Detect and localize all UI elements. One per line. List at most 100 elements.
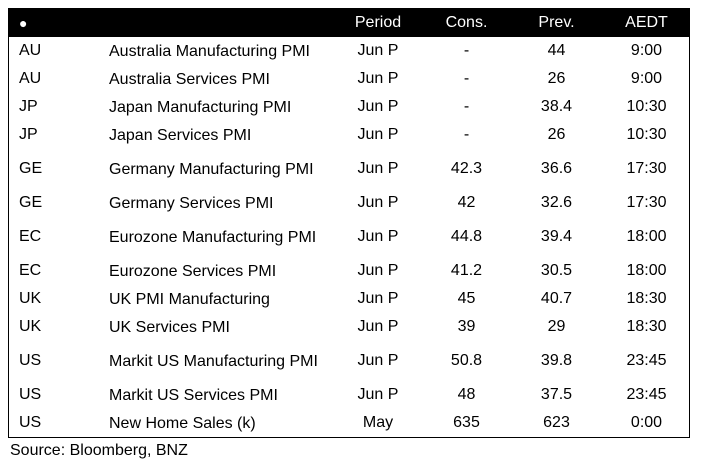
table-header: ● Period Cons. Prev. AEDT [9, 9, 689, 37]
period-cell: Jun P [339, 65, 417, 93]
previous-cell: 623 [514, 409, 599, 437]
time-aedt-cell: 10:30 [604, 93, 689, 121]
time-aedt-cell: 10:30 [604, 121, 689, 149]
period-cell: Jun P [339, 285, 417, 313]
time-aedt-cell-text: 10:30 [626, 98, 667, 115]
period-cell: May [339, 409, 417, 437]
time-aedt-cell: 18:00 [604, 257, 689, 285]
consensus-cell: 635 [424, 409, 509, 437]
table-row: AU Australia Services PMI Jun P - 26 9:00 [9, 65, 689, 93]
table-row: UK UK PMI Manufacturing Jun P 45 40.7 18:30 [9, 285, 689, 313]
table-row: US Markit US Manufacturing PMI Jun P 50.8 39… [9, 341, 689, 381]
country-cell-text: AU [19, 42, 42, 59]
time-aedt-cell: 23:45 [604, 341, 689, 381]
event-cell: UK Services PMI [109, 313, 339, 341]
country-cell-text: US [19, 414, 42, 431]
time-aedt-cell: 17:30 [604, 149, 689, 189]
time-aedt-cell-text: 17:30 [626, 160, 667, 177]
country-cell-text: GE [19, 194, 43, 211]
consensus-cell-text: 48 [457, 386, 476, 403]
consensus-cell: 50.8 [424, 341, 509, 381]
time-aedt-cell: 17:30 [604, 189, 689, 217]
country-cell-text: US [19, 386, 42, 403]
consensus-cell: 42.3 [424, 149, 509, 189]
time-aedt-cell: 18:00 [604, 217, 689, 257]
previous-cell-text: 26 [547, 126, 566, 143]
time-aedt-cell-text: 9:00 [630, 70, 663, 87]
country-cell-text: UK [19, 290, 42, 307]
period-cell: Jun P [339, 381, 417, 409]
country-cell: EC [19, 257, 99, 285]
event-cell-text: UK Services PMI [109, 318, 230, 336]
previous-cell: 26 [514, 65, 599, 93]
event-cell: Germany Services PMI [109, 189, 339, 217]
event-cell-text: Eurozone Manufacturing PMI [109, 228, 317, 246]
consensus-cell-text: - [463, 126, 470, 143]
previous-cell: 40.7 [514, 285, 599, 313]
country-cell: AU [19, 65, 99, 93]
event-cell-text: Germany Manufacturing PMI [109, 160, 314, 178]
event-cell-text: UK PMI Manufacturing [109, 290, 270, 308]
table-row: UK UK Services PMI Jun P 39 29 18:30 [9, 313, 689, 341]
consensus-cell-text: - [463, 70, 470, 87]
event-cell-text: Japan Manufacturing PMI [109, 98, 292, 116]
table-row: EC Eurozone Services PMI Jun P 41.2 30.5 18:0… [9, 257, 689, 285]
event-cell: Australia Manufacturing PMI [109, 37, 339, 65]
country-cell: US [19, 409, 99, 437]
country-cell: JP [19, 93, 99, 121]
country-cell: GE [19, 149, 99, 189]
event-cell: New Home Sales (k) [109, 409, 339, 437]
country-cell-text: EC [19, 262, 42, 279]
period-cell: Jun P [339, 217, 417, 257]
event-cell: Australia Services PMI [109, 65, 339, 93]
column-header-cons: Cons. [445, 14, 488, 31]
event-cell-text: Eurozone Services PMI [109, 262, 277, 280]
table-row: GE Germany Manufacturing PMI Jun P 42.3 36.6… [9, 149, 689, 189]
previous-cell-text: 39.4 [540, 228, 573, 245]
consensus-cell: 42 [424, 189, 509, 217]
consensus-cell-text: 39 [457, 318, 476, 335]
period-cell: Jun P [339, 121, 417, 149]
consensus-cell-text: - [463, 98, 470, 115]
event-cell: UK PMI Manufacturing [109, 285, 339, 313]
event-cell-text: Japan Services PMI [109, 126, 252, 144]
period-cell: Jun P [339, 313, 417, 341]
period-cell-text: Jun P [357, 262, 399, 279]
previous-cell: 37.5 [514, 381, 599, 409]
previous-cell-text: 30.5 [540, 262, 573, 279]
period-cell: Jun P [339, 257, 417, 285]
consensus-cell-text: 45 [457, 290, 476, 307]
table-row: EC Eurozone Manufacturing PMI Jun P 44.8 39.… [9, 217, 689, 257]
time-aedt-cell-text: 18:00 [626, 262, 667, 279]
table-row: AU Australia Manufacturing PMI Jun P - 44 9:0… [9, 37, 689, 65]
event-cell: Germany Manufacturing PMI [109, 149, 339, 189]
source-note: Source: Bloomberg, BNZ [10, 442, 188, 459]
country-cell-text: AU [19, 70, 42, 87]
previous-cell-text: 39.8 [540, 352, 573, 369]
country-cell-text: EC [19, 228, 42, 245]
country-cell: UK [19, 313, 99, 341]
time-aedt-cell: 18:30 [604, 285, 689, 313]
event-cell: Japan Manufacturing PMI [109, 93, 339, 121]
period-cell-text: Jun P [357, 42, 399, 59]
consensus-cell: 39 [424, 313, 509, 341]
previous-cell: 30.5 [514, 257, 599, 285]
consensus-cell-text: 44.8 [450, 228, 483, 245]
consensus-cell: 45 [424, 285, 509, 313]
event-cell-text: Australia Services PMI [109, 70, 270, 88]
event-cell-text: New Home Sales (k) [109, 414, 256, 432]
table-row: JP Japan Services PMI Jun P - 26 10:30 [9, 121, 689, 149]
column-header-aedt: AEDT [625, 14, 668, 31]
header-bullet: ● [19, 15, 28, 31]
consensus-cell: - [424, 65, 509, 93]
event-cell: Markit US Manufacturing PMI [109, 341, 339, 381]
country-cell: EC [19, 217, 99, 257]
previous-cell: 39.4 [514, 217, 599, 257]
event-cell-text: Germany Services PMI [109, 194, 274, 212]
consensus-cell-text: 635 [453, 414, 480, 431]
time-aedt-cell-text: 17:30 [626, 194, 667, 211]
column-header-period: Period [354, 14, 402, 31]
time-aedt-cell: 0:00 [604, 409, 689, 437]
consensus-cell: - [424, 121, 509, 149]
time-aedt-cell-text: 0:00 [630, 414, 663, 431]
